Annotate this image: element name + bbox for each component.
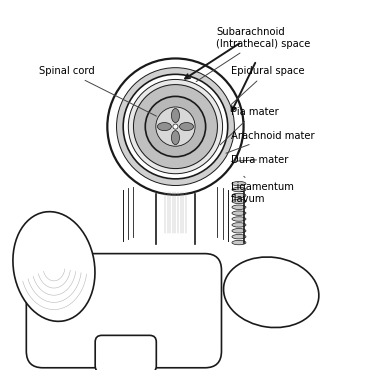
Circle shape	[156, 107, 195, 146]
Circle shape	[122, 73, 229, 180]
Ellipse shape	[232, 205, 246, 210]
Ellipse shape	[13, 212, 95, 321]
Ellipse shape	[223, 257, 319, 328]
Ellipse shape	[232, 199, 246, 204]
Ellipse shape	[232, 187, 246, 192]
Text: Dura mater: Dura mater	[231, 155, 288, 165]
FancyBboxPatch shape	[95, 335, 156, 371]
Circle shape	[173, 124, 178, 129]
Ellipse shape	[172, 131, 179, 145]
Ellipse shape	[232, 240, 246, 245]
Text: Epidural space: Epidural space	[231, 66, 304, 105]
Ellipse shape	[232, 217, 246, 221]
Circle shape	[123, 74, 228, 179]
Text: Ligamentum
flavum: Ligamentum flavum	[231, 176, 294, 204]
Ellipse shape	[179, 122, 194, 131]
Ellipse shape	[232, 211, 246, 215]
Text: Arachnoid mater: Arachnoid mater	[226, 131, 314, 153]
Circle shape	[134, 85, 217, 168]
Ellipse shape	[232, 229, 246, 233]
FancyBboxPatch shape	[26, 254, 222, 368]
Ellipse shape	[232, 193, 246, 198]
Text: Pia mater: Pia mater	[220, 107, 278, 145]
Circle shape	[128, 79, 223, 174]
Ellipse shape	[232, 223, 246, 227]
Ellipse shape	[157, 122, 172, 131]
Text: Spinal cord: Spinal cord	[39, 66, 156, 116]
Circle shape	[145, 96, 206, 157]
Text: Subarachnoid
(Intrathecal) space: Subarachnoid (Intrathecal) space	[196, 27, 310, 82]
Ellipse shape	[232, 181, 246, 186]
Ellipse shape	[172, 109, 179, 122]
Ellipse shape	[232, 234, 246, 239]
Circle shape	[116, 68, 234, 186]
Circle shape	[133, 84, 218, 169]
Circle shape	[107, 59, 244, 195]
